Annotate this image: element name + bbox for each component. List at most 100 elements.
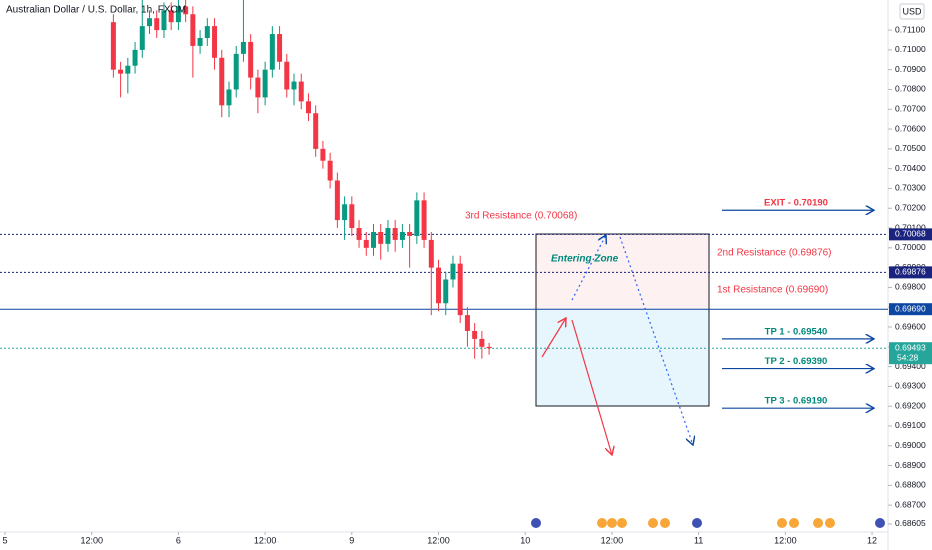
candle-body — [385, 228, 391, 244]
y-tick-label: 0.68700 — [895, 499, 926, 509]
event-icon — [813, 518, 823, 528]
candle-body — [175, 6, 181, 23]
candle-body — [313, 113, 319, 149]
y-tick-label: 0.69300 — [895, 381, 926, 391]
candle-body — [190, 14, 196, 46]
y-tick-label: 0.70400 — [895, 163, 926, 173]
y-tick-label: 0.71100 — [895, 24, 925, 34]
price-tag-label: 0.70068 — [895, 229, 926, 239]
price-axis: 0.68605 0.68700 0.68800 0.68900 0.69000 0.691… — [888, 24, 932, 528]
candle-body — [472, 330, 478, 339]
candle-body — [436, 267, 442, 304]
x-tick-label: 9 — [349, 535, 354, 545]
candle-body — [320, 148, 326, 161]
candle-body — [161, 10, 167, 31]
candle-body — [464, 315, 470, 331]
candle-body — [457, 263, 463, 316]
candle-body — [443, 279, 449, 304]
y-tick-label: 0.69400 — [895, 361, 926, 371]
candle-body — [305, 101, 311, 114]
annotation: 1st Resistance (0.69690) — [717, 285, 828, 296]
event-icon — [597, 518, 607, 528]
price-tag — [889, 266, 932, 279]
event-icon — [607, 518, 617, 528]
candle-body — [450, 263, 456, 280]
y-tick-label: 0.69100 — [895, 420, 926, 430]
arrow — [571, 319, 612, 455]
price-tag — [889, 342, 932, 365]
event-icon — [692, 518, 702, 528]
event-icon — [825, 518, 835, 528]
candle-body — [334, 180, 340, 221]
countdown: 54:28 — [897, 352, 919, 362]
x-tick-label: 12:00 — [254, 535, 277, 545]
target-label: TP 1 - 0.69540 — [765, 326, 828, 337]
candle-body — [378, 231, 384, 244]
candle-body — [118, 69, 124, 74]
price-tag — [889, 303, 932, 316]
x-tick-label: 12:00 — [80, 535, 103, 545]
annotation: 3rd Resistance (0.70068) — [465, 211, 577, 222]
y-tick-label: 0.69600 — [895, 321, 926, 331]
y-tick-label: 0.70300 — [895, 183, 926, 193]
event-icon — [777, 518, 787, 528]
candle-body — [226, 89, 232, 106]
event-icon — [648, 518, 658, 528]
candle-body — [139, 26, 145, 50]
target-label: EXIT - 0.70190 — [764, 198, 828, 209]
y-tick-label: 0.70600 — [895, 123, 926, 133]
y-tick-label: 0.69200 — [895, 400, 926, 410]
candles — [110, 0, 492, 359]
candle-body — [349, 204, 355, 229]
candle-body — [327, 160, 333, 181]
candle-body — [248, 41, 254, 78]
candle-body — [204, 26, 210, 39]
candle-body — [356, 228, 362, 240]
targets: EXIT - 0.70190 TP 1 - 0.69540 TP 2 - 0.693… — [722, 198, 874, 408]
y-tick-label: 0.70200 — [895, 202, 926, 212]
candle-body — [197, 38, 203, 46]
currency: USD — [902, 6, 922, 16]
x-tick-label: 11 — [694, 535, 703, 545]
arrow — [619, 236, 693, 445]
y-tick-label: 0.70000 — [895, 242, 926, 252]
event-icon — [531, 518, 541, 528]
arrow — [571, 235, 606, 301]
candle-body — [370, 231, 376, 248]
y-tick-label: 0.70100 — [895, 222, 926, 232]
y-tick-label: 0.68800 — [895, 480, 926, 490]
trade-box — [535, 233, 710, 407]
x-tick-label: 6 — [176, 535, 181, 545]
y-tick-label: 0.70700 — [895, 104, 926, 114]
candle-body — [255, 77, 261, 98]
candle-body — [298, 81, 304, 102]
candle-body — [486, 346, 492, 349]
x-tick-label: 12:00 — [774, 535, 797, 545]
x-tick-label: 12:00 — [601, 535, 624, 545]
candle-body — [233, 53, 239, 90]
candle-body — [342, 204, 348, 221]
y-tick-label: 0.70500 — [895, 143, 926, 153]
price-tag-label: 0.69690 — [895, 303, 926, 313]
price-tag-label: 0.69493 — [895, 342, 926, 352]
y-tick-label: 0.68605 — [895, 518, 926, 528]
candle-body — [399, 231, 405, 240]
y-tick-label: 0.71000 — [895, 44, 926, 54]
candle-body — [479, 338, 485, 347]
x-tick-label: 12:00 — [427, 535, 450, 545]
candle-body — [168, 10, 174, 23]
annotation: 2nd Resistance (0.69876) — [717, 248, 832, 259]
candle-body — [414, 200, 420, 236]
candle-body — [154, 18, 160, 31]
candle-body — [240, 41, 246, 54]
target-label: TP 2 - 0.69390 — [765, 356, 828, 367]
candle-body — [392, 228, 398, 240]
x-tick-label: 5 — [2, 535, 7, 545]
symbol-title: Australian Dollar / U.S. Dollar, 1h, FXC… — [6, 5, 186, 16]
candle-body — [212, 26, 218, 58]
price-tag-label: 0.69876 — [895, 267, 926, 277]
candle-body — [132, 49, 138, 66]
annotation: Entering Zone — [551, 254, 619, 265]
